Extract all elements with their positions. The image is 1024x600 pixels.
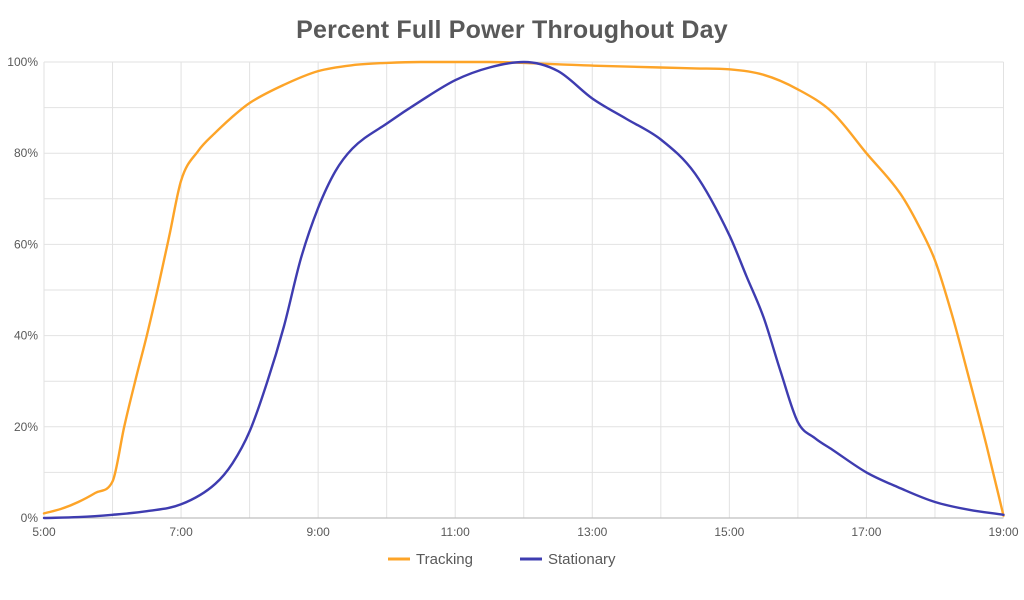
x-tick-label: 9:00 xyxy=(306,525,330,539)
x-tick-label: 13:00 xyxy=(577,525,607,539)
stationary-legend-label: Stationary xyxy=(548,551,616,568)
x-tick-label: 11:00 xyxy=(441,525,470,539)
x-tick-label: 7:00 xyxy=(169,525,193,539)
tracking-line xyxy=(42,60,1005,517)
chart-title: Percent Full Power Throughout Day xyxy=(296,16,728,44)
axis-tick-labels: 0% 20% 40% 60% 80% 100% 5:00 7:00 9:00 11:00 13:00… xyxy=(7,55,1019,539)
x-tick-label: 15:00 xyxy=(714,525,744,539)
x-tick-label: 17:00 xyxy=(851,525,881,539)
y-tick-label: 20% xyxy=(14,420,38,434)
y-tick-label: 80% xyxy=(14,146,38,160)
x-tick-label: 5:00 xyxy=(32,525,56,539)
y-tick-label: 100% xyxy=(7,55,38,69)
legend: Tracking Stationary xyxy=(388,551,616,568)
y-tick-label: 60% xyxy=(14,237,38,251)
stationary-line xyxy=(42,60,1005,520)
y-tick-label: 40% xyxy=(14,329,38,343)
x-tick-label: 19:00 xyxy=(988,525,1018,539)
gridlines xyxy=(43,61,1004,518)
tracking-legend-label: Tracking xyxy=(416,551,473,568)
y-tick-label: 0% xyxy=(21,511,39,525)
